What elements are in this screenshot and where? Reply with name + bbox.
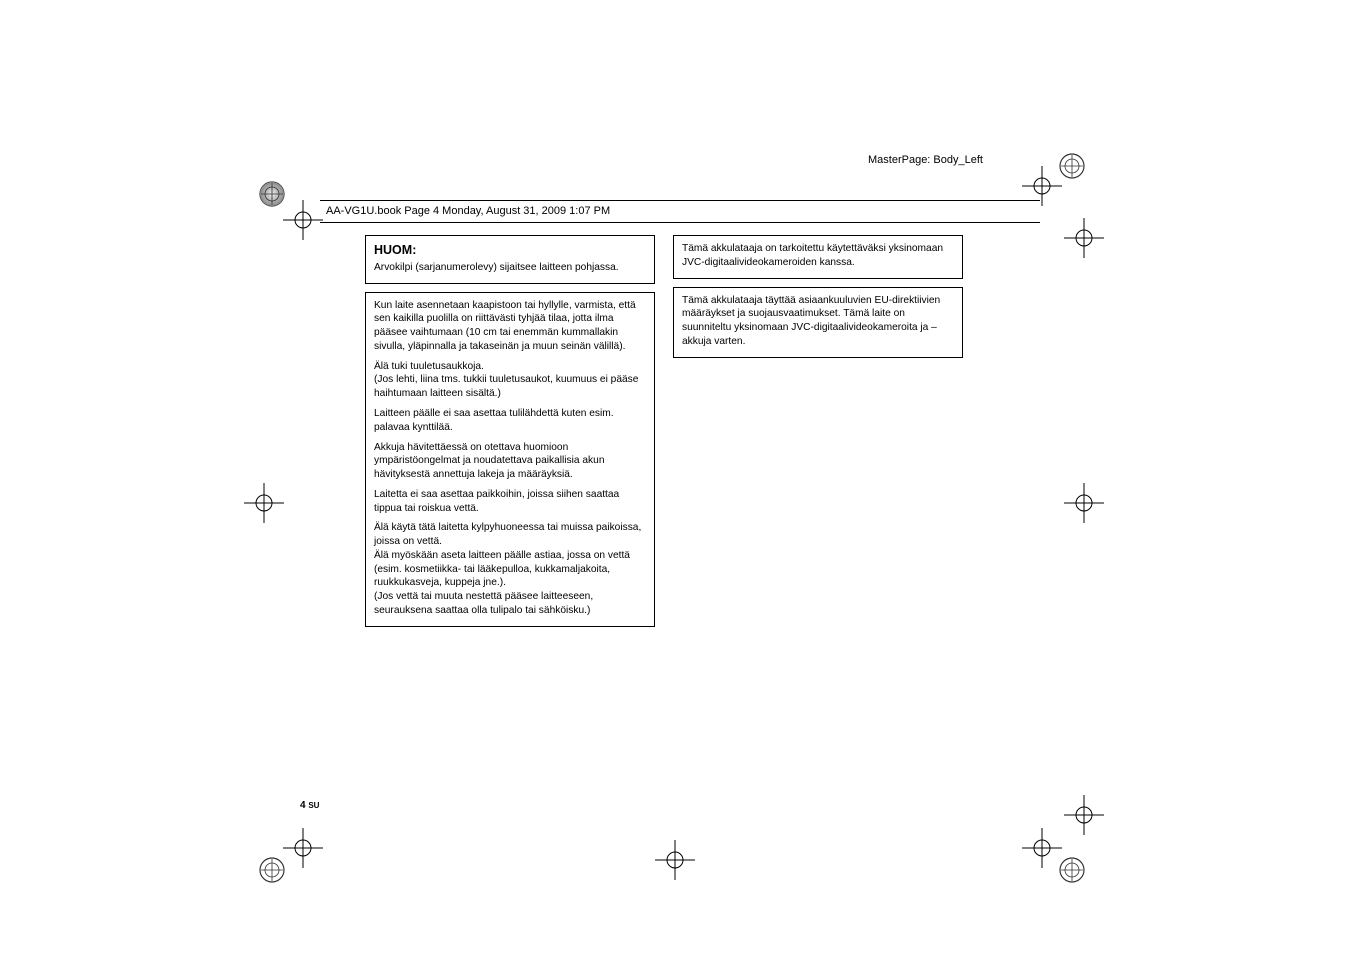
regmark-circle [1058,856,1086,884]
crosshair-mark [655,840,695,880]
safety-line: Älä tuki tuuletusaukkoja. [374,361,484,372]
safety-para: Laitteen päälle ei saa asettaa tulilähde… [374,407,646,435]
huom-note-box: HUOM: Arvokilpi (sarjanumerolevy) sijait… [365,235,655,284]
safety-para: Akkuja hävitettäessä on otettava huomioo… [374,441,646,482]
regmark-circle [258,856,286,884]
safety-para: Laitetta ei saa asettaa paikkoihin, jois… [374,488,646,516]
page-number-suffix: SU [308,801,319,810]
page-number: 4 SU [300,800,319,811]
safety-line: Älä käytä tätä laitetta kylpyhuoneessa t… [374,522,641,547]
safety-line: (Jos lehti, liina tms. tukkii tuuletusau… [374,374,638,399]
right-column: Tämä akkulataaja on tarkoitettu käytettä… [673,235,963,366]
huom-body: Arvokilpi (sarjanumerolevy) sijaitsee la… [374,261,646,275]
safety-para: Älä käytä tätä laitetta kylpyhuoneessa t… [374,521,646,617]
crosshair-mark [283,200,323,240]
left-column: HUOM: Arvokilpi (sarjanumerolevy) sijait… [365,235,655,635]
safety-box: Kun laite asennetaan kaapistoon tai hyll… [365,292,655,627]
regmark-circle [1058,152,1086,180]
crosshair-mark [244,483,284,523]
safety-para: Älä tuki tuuletusaukkoja. (Jos lehti, li… [374,360,646,401]
masterpage-label: MasterPage: Body_Left [868,154,983,166]
safety-line: (Jos vettä tai muuta nestettä pääsee lai… [374,591,593,616]
runhead-rule-bottom [320,222,1040,223]
crosshair-mark [1064,218,1104,258]
crosshair-mark [1022,828,1062,868]
crosshair-mark [1064,483,1104,523]
huom-label: HUOM: [374,242,646,259]
safety-para: Kun laite asennetaan kaapistoon tai hyll… [374,299,646,354]
crosshair-mark [283,828,323,868]
runhead-text: AA-VG1U.book Page 4 Monday, August 31, 2… [326,205,610,217]
usage-box: Tämä akkulataaja on tarkoitettu käytettä… [673,235,963,279]
safety-line: Älä myöskään aseta laitteen päälle astia… [374,550,630,589]
runhead-rule-top [320,200,1040,201]
page-number-digit: 4 [300,800,306,811]
compliance-box: Tämä akkulataaja täyttää asiaankuuluvien… [673,287,963,358]
crosshair-mark [1064,795,1104,835]
regmark-circle [258,180,286,208]
